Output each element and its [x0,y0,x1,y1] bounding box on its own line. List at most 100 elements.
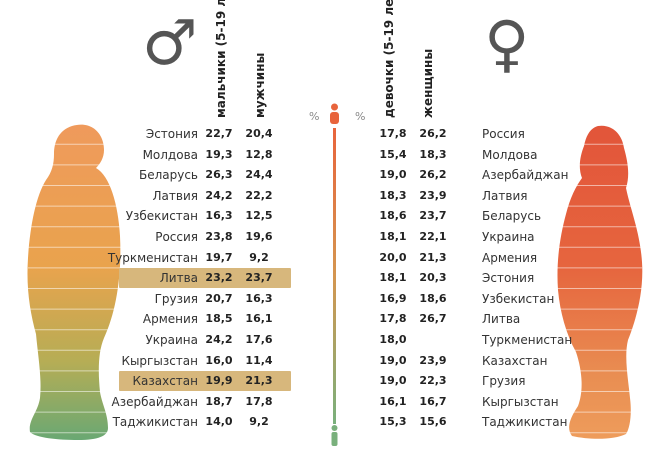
value-boys: 23,2 [205,271,233,285]
value-boys: 14,0 [205,415,233,429]
country-label-left: Литва [159,271,198,286]
country-label-right: Армения [482,250,538,265]
value-girls: 18,0 [379,333,407,346]
country-label-right: Азербайджан [482,168,569,183]
country-label-right: Латвия [482,188,528,203]
value-women: 18,3 [419,147,447,161]
value-men: 17,8 [245,394,273,408]
country-label-right: Кыргызстан [482,394,559,409]
country-label-right: Казахстан [482,353,548,368]
country-label-right: Россия [482,127,525,141]
country-label-left: Азербайджан [111,394,198,409]
male-symbol-icon: ♂ [142,6,198,79]
country-label-left: Грузия [154,291,198,306]
value-men: 12,5 [245,209,273,223]
value-women [418,330,448,350]
value-women: 22,1 [419,230,447,243]
value-boys: 23,8 [205,230,233,243]
country-label-right: Узбекистан [482,291,555,306]
value-girls: 15,3 [379,415,407,429]
value-women: 20,3 [419,271,447,285]
value-men: 22,2 [245,188,273,202]
value-women: 26,2 [419,168,447,182]
header-girls: девочки (5-19 лет) [382,0,396,118]
percent-label-left: % [309,110,320,123]
country-label-left: Таджикистан [112,415,198,430]
country-label-left: Армения [142,312,198,327]
row-lines [28,143,642,434]
female-symbol-icon: ♀ [484,7,530,80]
value-girls: 16,1 [379,394,407,408]
person-icon-top [330,103,339,124]
value-girls: 16,9 [379,291,407,305]
value-men: 19,6 [245,230,273,243]
value-women: 22,3 [419,374,447,388]
value-women: 26,2 [419,127,447,140]
country-label-right: Туркменистан [482,333,573,347]
value-girls: 19,0 [379,168,407,182]
value-girls: 18,6 [379,209,407,223]
country-label-left: Украина [145,333,198,347]
highlight-row-left [119,371,291,392]
country-label-right: Таджикистан [482,415,568,430]
value-boys: 20,7 [205,291,233,305]
value-men: 17,6 [245,333,273,346]
country-label-right: Украина [482,230,535,244]
value-women: 21,3 [419,250,447,264]
value-boys: 24,2 [205,188,233,202]
value-boys: 22,7 [205,127,233,140]
value-boys: 24,2 [205,333,233,346]
value-girls: 19,0 [379,353,407,367]
country-label-right: Молдова [482,147,538,162]
country-label-left: Узбекистан [125,209,198,224]
female-silhouette [557,125,643,439]
value-men: 12,8 [245,147,273,161]
value-men: 20,4 [245,127,273,140]
male-silhouette [27,124,121,441]
country-label-left: Туркменистан [107,250,198,265]
value-boys: 26,3 [205,168,233,182]
value-boys: 19,3 [205,147,233,161]
value-girls: 19,0 [379,374,407,388]
value-women: 18,6 [419,291,447,305]
country-label-right: Эстония [482,271,535,286]
value-men: 11,4 [245,353,273,367]
header-boys: мальчики (5-19 лет) [214,0,228,118]
value-women: 15,6 [419,415,447,429]
value-girls: 15,4 [379,147,407,161]
value-boys: 19,7 [205,250,233,264]
country-label-left: Россия [155,230,198,244]
value-women: 26,7 [419,312,447,326]
value-women: 16,7 [419,394,447,408]
value-men: 9,2 [249,415,269,429]
value-girls: 20,0 [379,250,407,264]
country-label-right: Грузия [482,374,526,389]
value-women: 23,9 [419,188,447,202]
value-boys: 19,9 [205,374,233,388]
value-boys: 18,7 [205,394,233,408]
value-girls: 18,1 [379,271,407,285]
value-girls: 18,3 [379,188,407,202]
header-men: мужчины [253,52,267,118]
value-boys: 16,0 [205,353,233,367]
percentage-scale-bar [333,128,336,424]
value-girls: 17,8 [379,127,407,140]
value-men: 24,4 [245,168,273,182]
value-men: 9,2 [249,250,269,264]
value-women: 23,7 [419,209,447,223]
country-label-left: Кыргызстан [121,353,198,368]
country-label-left: Беларусь [138,168,198,183]
value-boys: 18,5 [205,312,233,326]
country-label-left: Казахстан [132,374,199,389]
value-girls: 18,1 [379,230,407,243]
percent-label-right: % [355,110,366,123]
country-label-left: Эстония [145,127,198,141]
value-boys: 16,3 [205,209,233,223]
country-label-left: Латвия [152,188,198,203]
value-men: 16,3 [245,291,273,305]
country-label-left: Молдова [142,147,198,162]
value-men: 21,3 [245,374,273,388]
value-men: 23,7 [245,271,273,285]
